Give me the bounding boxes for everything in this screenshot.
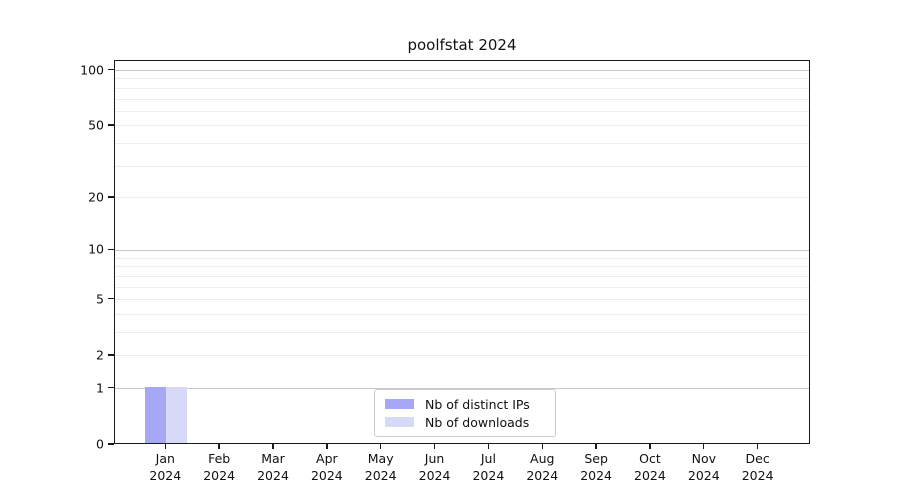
x-tick-month: Feb — [208, 451, 231, 466]
minor-gridline — [115, 165, 809, 167]
minor-gridline — [115, 98, 809, 100]
x-tick-label: Apr 2024 — [295, 451, 359, 484]
legend-swatch-distinct-ips — [385, 399, 414, 409]
y-tick-label: 100 — [80, 62, 104, 77]
y-tick-mark — [108, 248, 114, 251]
x-tick-mark — [649, 444, 651, 449]
x-tick-label: Aug 2024 — [510, 451, 574, 484]
x-tick-label: Sep 2024 — [564, 451, 628, 484]
x-tick-mark — [703, 444, 705, 449]
x-tick-year: 2024 — [687, 467, 720, 483]
x-tick-mark — [595, 444, 597, 449]
x-tick-mark — [380, 444, 382, 449]
minor-gridline — [115, 110, 809, 112]
y-tick-label: 5 — [96, 291, 104, 307]
legend-label-downloads: Nb of downloads — [425, 414, 530, 430]
x-tick-year: 2024 — [203, 467, 236, 483]
y-tick-mark — [108, 443, 114, 445]
x-tick-year: 2024 — [257, 467, 289, 483]
legend-swatch-downloads — [385, 417, 414, 427]
y-tick-mark — [108, 196, 114, 198]
x-tick-label: Jun 2024 — [403, 451, 467, 484]
x-tick-mark — [433, 444, 436, 449]
minor-gridline — [115, 286, 809, 288]
plot-area — [114, 60, 810, 444]
legend-label-distinct-ips: Nb of distinct IPs — [425, 396, 530, 412]
x-tick-month: Mar — [261, 451, 285, 466]
y-tick-label: 1 — [96, 380, 104, 396]
x-tick-mark — [487, 444, 490, 449]
x-tick-mark — [272, 444, 274, 449]
minor-gridline — [115, 332, 809, 333]
x-tick-month: Sep — [584, 451, 608, 466]
x-tick-month: Nov — [691, 451, 716, 466]
y-tick-label: 50 — [88, 117, 104, 133]
x-tick-year: 2024 — [580, 467, 612, 483]
x-tick-mark — [326, 444, 328, 449]
legend: Nb of distinct IPs Nb of downloads — [374, 389, 556, 437]
y-tick-mark — [108, 124, 114, 126]
x-tick-year: 2024 — [472, 467, 505, 483]
x-tick-month: Jul — [480, 451, 496, 466]
bar-distinct-ips — [145, 386, 167, 443]
y-tick-mark — [108, 354, 114, 356]
y-tick-mark — [108, 387, 114, 389]
minor-gridline — [115, 266, 809, 268]
x-tick-label: Feb 2024 — [187, 451, 251, 484]
y-tick-mark — [108, 68, 114, 71]
x-tick-label: May 2024 — [349, 451, 413, 484]
x-tick-year: 2024 — [310, 467, 343, 483]
x-tick-mark — [541, 444, 543, 449]
y-tick-label: 0 — [96, 436, 104, 452]
x-tick-label: Dec 2024 — [726, 451, 790, 484]
x-tick-label: Nov 2024 — [672, 451, 736, 484]
legend-item-downloads: Nb of downloads — [385, 414, 555, 430]
x-tick-year: 2024 — [741, 467, 774, 483]
x-tick-mark — [218, 444, 220, 449]
x-tick-label: Jul 2024 — [456, 451, 520, 484]
minor-gridline — [115, 355, 809, 357]
y-tick-label: 10 — [88, 241, 104, 257]
minor-gridline — [115, 78, 809, 80]
legend-item-distinct-ips: Nb of distinct IPs — [385, 396, 555, 412]
minor-gridline — [115, 143, 809, 145]
minor-gridline — [115, 299, 809, 301]
bar-downloads — [166, 386, 188, 443]
major-gridline — [115, 388, 809, 390]
minor-gridline — [115, 197, 809, 199]
y-tick-label: 2 — [96, 347, 104, 363]
minor-gridline — [115, 275, 809, 277]
x-tick-year: 2024 — [418, 467, 451, 483]
major-gridline — [115, 249, 809, 251]
x-tick-mark — [756, 444, 759, 449]
x-tick-label: Mar 2024 — [241, 451, 305, 484]
minor-gridline — [115, 313, 809, 315]
y-tick-label: 20 — [88, 189, 104, 205]
chart-title: poolfstat 2024 — [407, 36, 517, 54]
x-tick-label: Jan 2024 — [133, 451, 197, 484]
x-tick-year: 2024 — [526, 467, 559, 483]
x-tick-month: Aug — [530, 451, 555, 466]
minor-gridline — [115, 257, 809, 259]
x-tick-mark — [164, 444, 166, 449]
minor-gridline — [115, 87, 809, 89]
y-tick-mark — [108, 297, 114, 300]
x-tick-year: 2024 — [149, 467, 182, 483]
x-tick-month: Oct — [639, 451, 661, 466]
x-tick-year: 2024 — [364, 467, 397, 483]
major-gridline — [115, 70, 809, 71]
x-tick-month: Dec — [745, 451, 770, 466]
x-tick-month: Jan — [155, 451, 175, 466]
minor-gridline — [115, 125, 809, 127]
x-tick-label: Oct 2024 — [618, 451, 682, 484]
x-tick-month: Jun — [424, 451, 445, 466]
x-tick-month: May — [367, 451, 394, 466]
x-tick-month: Apr — [316, 451, 338, 466]
x-tick-year: 2024 — [634, 467, 666, 483]
